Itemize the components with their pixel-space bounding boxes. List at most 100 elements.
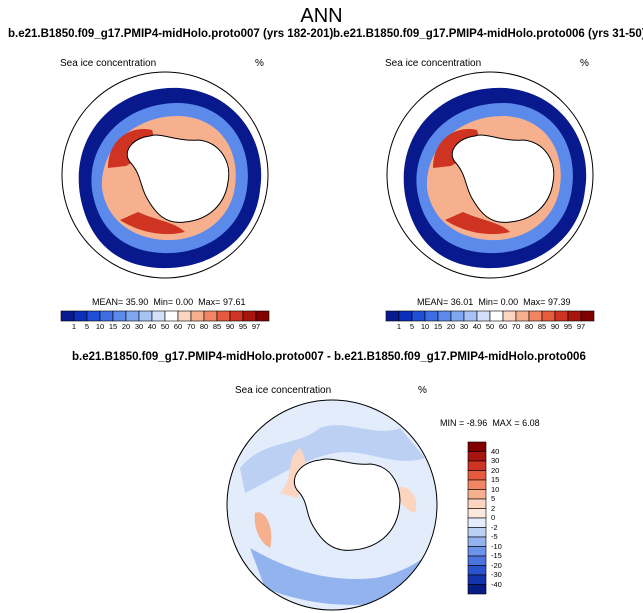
colorbar-tick-label: 90 xyxy=(550,322,560,331)
colorbar-swatch xyxy=(73,310,88,322)
colorbar-swatch xyxy=(138,310,153,322)
colorbar-tick-label: 20 xyxy=(121,322,131,331)
panel-1-units: % xyxy=(255,58,264,69)
colorbar-tick-label: 5 xyxy=(409,322,415,331)
colorbar-swatch xyxy=(216,310,231,322)
colorbar-swatch xyxy=(398,310,413,322)
diff-panel-stats: MIN = -8.96 MAX = 6.08 xyxy=(440,418,540,428)
colorbar-swatch xyxy=(437,310,452,322)
panel-2-colorbar: 1 5 10 15 20 30 40 50 60 70 80 85 90 95 97 xyxy=(385,309,597,331)
colorbar-tick-label: 70 xyxy=(186,322,196,331)
colorbar-tick-label: 95 xyxy=(238,322,248,331)
colorbar-swatch xyxy=(385,310,400,322)
colorbar-tick-label: 10 xyxy=(420,322,430,331)
colorbar-swatch xyxy=(60,310,75,322)
panel-1-polar-map xyxy=(61,71,269,279)
colorbar-swatch xyxy=(467,470,487,481)
colorbar-swatch xyxy=(151,310,166,322)
colorbar-swatch xyxy=(467,565,487,576)
colorbar-swatch xyxy=(190,310,205,322)
panel-2-variable: Sea ice concentration xyxy=(385,58,482,69)
colorbar-tick-label: 15 xyxy=(108,322,118,331)
colorbar-tick-label: 1 xyxy=(71,322,77,331)
colorbar-tick-label: 85 xyxy=(537,322,547,331)
panel-2-polar-map xyxy=(386,71,594,279)
colorbar-tick-label: -5 xyxy=(491,532,498,541)
panel-1-colorbar: 1 5 10 15 20 30 40 50 60 70 80 85 90 95 97 xyxy=(60,309,272,331)
diff-panel-units: % xyxy=(418,385,427,396)
colorbar-swatch xyxy=(411,310,426,322)
colorbar-tick-label: 40 xyxy=(472,322,482,331)
colorbar-swatch xyxy=(125,310,140,322)
colorbar-swatch xyxy=(177,310,192,322)
colorbar-swatch xyxy=(86,310,101,322)
colorbar-tick-label: -10 xyxy=(491,541,502,551)
colorbar-tick-label: 30 xyxy=(134,322,144,331)
colorbar-tick-label: 50 xyxy=(160,322,170,331)
colorbar-swatch xyxy=(528,310,543,322)
colorbar-swatch xyxy=(567,310,582,322)
colorbar-swatch xyxy=(112,310,127,322)
colorbar-tick-label: 30 xyxy=(459,322,469,331)
colorbar-swatch xyxy=(515,310,530,322)
colorbar-swatch xyxy=(229,310,244,322)
colorbar-swatch xyxy=(255,310,270,322)
colorbar-swatch xyxy=(467,536,487,547)
colorbar-swatch xyxy=(467,451,487,462)
diff-polar-map xyxy=(226,399,438,611)
figure-title: ANN xyxy=(300,5,343,27)
panel-1-variable: Sea ice concentration xyxy=(60,58,157,69)
antarctica-land xyxy=(126,134,230,223)
colorbar-tick-label: 80 xyxy=(199,322,209,331)
colorbar-swatch xyxy=(541,310,556,322)
colorbar-swatch xyxy=(467,546,487,557)
panel-1-title: b.e21.B1850.f09_g17.PMIP4-midHolo.proto0… xyxy=(8,28,334,40)
panel-2-title: b.e21.B1850.f09_g17.PMIP4-midHolo.proto0… xyxy=(333,28,643,40)
colorbar-swatch xyxy=(450,310,465,322)
colorbar-tick-label: 5 xyxy=(84,322,90,331)
colorbar-swatch xyxy=(463,310,478,322)
colorbar-tick-label: 15 xyxy=(491,475,500,484)
colorbar-tick-label: -40 xyxy=(491,579,502,589)
colorbar-tick-label: 95 xyxy=(563,322,573,331)
colorbar-swatches xyxy=(467,441,487,595)
colorbar-tick-label: 90 xyxy=(225,322,235,331)
colorbar-swatch xyxy=(467,479,487,490)
colorbar-tick-label: 15 xyxy=(433,322,443,331)
colorbar-tick-label: 97 xyxy=(251,322,261,331)
colorbar-tick-label: 60 xyxy=(498,322,508,331)
colorbar-tick-label: 70 xyxy=(511,322,521,331)
colorbar-tick-label: 10 xyxy=(95,322,105,331)
colorbar-swatch xyxy=(467,527,487,538)
colorbar-swatch xyxy=(489,310,504,322)
colorbar-swatch xyxy=(467,508,487,519)
panel-2-units: % xyxy=(580,58,589,69)
colorbar-swatch xyxy=(424,310,439,322)
colorbar-swatch xyxy=(467,517,487,528)
colorbar-tick-label: 5 xyxy=(491,494,496,503)
colorbar-swatches xyxy=(60,310,270,322)
colorbar-swatch xyxy=(467,584,487,595)
colorbar-tick-label: -20 xyxy=(491,560,502,570)
colorbar-swatch xyxy=(242,310,257,322)
colorbar-swatch xyxy=(99,310,114,322)
colorbar-tick-label: 1 xyxy=(396,322,402,331)
colorbar-swatch xyxy=(580,310,595,322)
colorbar-tick-label: 97 xyxy=(576,322,586,331)
colorbar-swatch xyxy=(467,574,487,585)
colorbar-swatch xyxy=(164,310,179,322)
colorbar-tick-label: 60 xyxy=(173,322,183,331)
diff-panel-title: b.e21.B1850.f09_g17.PMIP4-midHolo.proto0… xyxy=(72,351,586,363)
colorbar-tick-label: 2 xyxy=(491,503,496,513)
panel-1-stats: MEAN= 35.90 Min= 0.00 Max= 97.61 xyxy=(92,297,246,307)
colorbar-tick-label: -15 xyxy=(491,551,502,560)
colorbar-swatch xyxy=(467,498,487,509)
colorbar-tick-label: 20 xyxy=(446,322,456,331)
colorbar-swatch xyxy=(467,441,487,452)
colorbar-swatch xyxy=(502,310,517,322)
colorbar-tick-label: 10 xyxy=(491,484,500,494)
colorbar-swatch xyxy=(203,310,218,322)
colorbar-tick-label: 85 xyxy=(212,322,222,331)
diff-colorbar: 40 30 20 15 10 5 2 0 -2 -5 -10 -15 -20 -30 -40 xyxy=(467,441,502,600)
colorbar-swatch xyxy=(467,489,487,500)
